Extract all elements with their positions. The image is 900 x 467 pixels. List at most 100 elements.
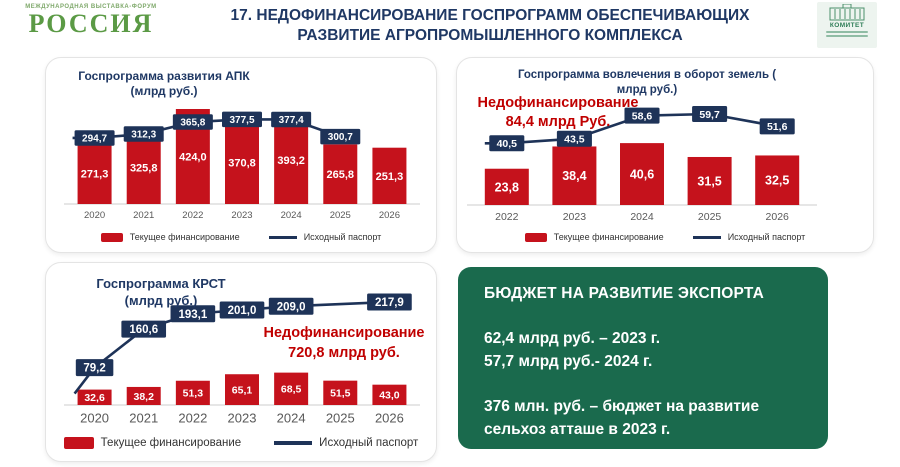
underfunding-amount: 84,4 млрд Руб. [505,114,611,130]
bar-2025 [687,156,732,205]
line-value-label: 160,6 [129,324,158,336]
line-value-label: 79,2 [83,363,105,375]
bar-2026 [755,155,800,205]
bar-value-label: 265,8 [327,169,355,181]
bar-value-label: 32,6 [84,392,105,404]
x-axis-label: 2025 [698,211,722,223]
bar-2024 [274,372,309,405]
bar-2024 [274,115,309,204]
line-value-box [219,301,265,319]
line-value-box [367,293,412,311]
bar-value-label: 271,3 [81,169,109,181]
legend-line-label: Исходный паспорт [319,437,419,449]
bar-2023 [225,374,259,405]
expo-logo-subtitle: МЕЖДУНАРОДНАЯ ВЫСТАВКА-ФОРУМ [25,4,157,10]
line-value-box [489,135,525,152]
line-value-box [170,305,216,323]
underfunding-label: Недофинансирование [263,325,425,341]
bar-value-label: 31,5 [697,174,721,188]
slide-title-line1: 17. НЕДОФИНАНСИРОВАНИЕ ГОСПРОГРАММ ОБЕСП… [230,7,750,24]
apk-legend: Текущее финансирование Исходный паспорт [46,232,436,242]
x-axis-label: 2023 [231,210,252,221]
line-value-label: 51,6 [767,121,788,133]
line-value-box [759,118,795,135]
legend-bar-swatch [63,437,94,449]
line-value-box [624,107,660,124]
bar-value-label: 251,3 [376,171,404,183]
krst-legend: Текущее финансирование Исходный паспорт [46,437,436,449]
chart-panel-apk: 271,3 2020 325,8 2021 424,0 2022 370,8 2023 393,… [45,57,437,253]
apk-chart-title-line1: Госпрограмма развития АПК [78,69,250,83]
x-axis-label: 2026 [766,211,790,223]
line-value-label: 43,5 [564,133,585,145]
legend-line-swatch [274,441,313,445]
bar-2021 [126,131,161,204]
x-axis-label: 2021 [129,411,158,426]
export-budget-2023: 62,4 млрд руб. – 2023 г. [484,330,661,347]
line-value-box [172,114,213,130]
line-value-box [121,320,167,338]
export-budget-box: БЮДЖЕТ НА РАЗВИТИЕ ЭКСПОРТА 62,4 млрд ру… [458,267,828,449]
legend-bar-label: Текущее финансирование [100,437,242,449]
legend-line-label: Исходный паспорт [303,232,382,242]
line-value-label: 365,8 [180,118,205,129]
bar-2021 [126,386,161,405]
x-axis-label: 2022 [182,210,203,221]
committee-fineprint-line [826,35,868,37]
bar-value-label: 325,8 [130,162,158,174]
x-axis-label: 2022 [495,211,519,223]
bar-2024 [620,143,664,205]
line-value-label: 209,0 [277,301,306,313]
krst-chart: 32,6 2020 38,2 2021 51,3 2022 65,1 2023 68,5 2024… [64,293,420,426]
bar-2026 [372,147,407,204]
line-value-label: 377,4 [279,115,304,126]
apk-chart-title-line2: (млрд руб.) [130,84,198,98]
legend-bar-label: Текущее финансирование [553,232,664,242]
lands-chart-title-line2: млрд руб.) [616,84,678,96]
legend-line-label: Исходный паспорт [727,232,806,242]
legend-bar-label: Текущее финансирование [129,232,240,242]
bar-2020 [77,389,112,405]
x-axis-label: 2023 [228,411,257,426]
bar-2025 [323,144,358,204]
lands-underfunding-annotation: Недофинансирование 84,4 млрд Руб. [465,94,651,132]
export-budget-2024: 57,7 млрд руб.- 2024 г. [484,353,653,370]
lands-chart-title: Госпрограмма вовлечения в оборот земель … [512,68,782,98]
bar-value-label: 40,6 [630,168,654,182]
export-budget-title: БЮДЖЕТ НА РАЗВИТИЕ ЭКСПОРТА [484,285,764,302]
chart-panel-krst: 32,6 2020 38,2 2021 51,3 2022 65,1 2023 68,5 2024… [45,262,437,462]
x-axis-label: 2022 [178,411,207,426]
line-value-label: 217,9 [375,297,404,309]
krst-chart-title: Госпрограмма КРСТ (млрд руб.) [61,275,261,309]
line-value-box [123,126,164,142]
x-axis-label: 2020 [80,411,109,426]
line-value-box [222,111,262,128]
line-value-label: 312,3 [131,130,156,141]
bar-2023 [225,120,259,204]
lands-chart: 23,8 2022 38,4 2023 40,6 2024 31,5 2025 32,5 2026… [467,106,817,223]
legend-line-swatch [268,235,297,239]
legend-bar-swatch [524,232,547,242]
legend-line-swatch [692,235,721,239]
lands-chart-title-line1: Госпрограмма вовлечения в оборот земель … [517,69,777,81]
expo-logo-wordmark: РОССИЯ [28,9,154,38]
underfunding-label: Недофинансирование [477,95,639,111]
line-value-box [268,297,314,315]
bar-value-label: 370,8 [228,157,256,169]
x-axis-label: 2026 [375,411,404,426]
bar-2025 [323,380,358,405]
line-value-box [74,130,115,146]
export-budget-figures: 62,4 млрд руб. – 2023 г. 57,7 млрд руб.-… [484,327,802,373]
bar-2020 [77,143,112,204]
bar-value-label: 65,1 [232,384,253,396]
bar-value-label: 38,2 [133,391,154,403]
lands-legend: Текущее финансирование Исходный паспорт [457,232,873,242]
export-budget-attache: 376 млн. руб. – бюджет на развитие сельх… [484,398,760,438]
bar-value-label: 51,5 [330,388,351,400]
x-axis-label: 2024 [281,210,302,221]
bar-value-label: 32,5 [765,174,789,188]
line-value-label: 201,0 [228,305,257,317]
bar-value-label: 393,2 [277,155,305,167]
krst-chart-title-line2: (млрд руб.) [124,293,198,308]
